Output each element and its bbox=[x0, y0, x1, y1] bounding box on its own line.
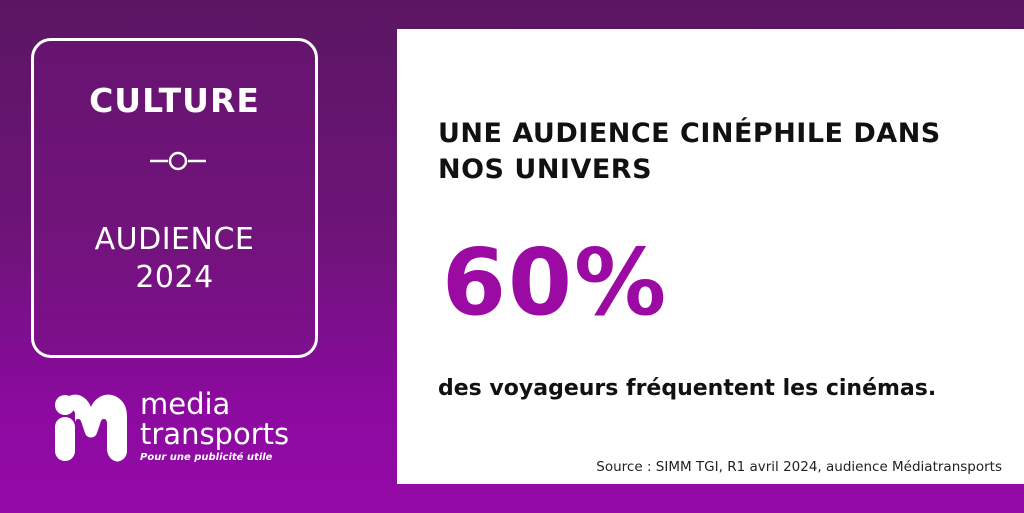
logo-wordmark: media transports bbox=[140, 389, 289, 449]
headline-line-2: NOS UNIVERS bbox=[438, 154, 653, 185]
year-label: 2024 bbox=[135, 260, 214, 295]
stat-value: 60% bbox=[442, 229, 669, 336]
category-badge-frame: CULTURE AUDIENCE 2024 bbox=[31, 38, 318, 358]
logo-tagline: Pour une publicité utile bbox=[140, 452, 273, 463]
stat-description: des voyageurs fréquentent les cinémas. bbox=[438, 376, 937, 401]
statistic-card: UNE AUDIENCE CINÉPHILE DANS NOS UNIVERS … bbox=[397, 29, 1024, 484]
mediatransports-logo-icon bbox=[55, 394, 127, 462]
headline-line-1: UNE AUDIENCE CINÉPHILE DANS bbox=[438, 118, 941, 149]
card-headline: UNE AUDIENCE CINÉPHILE DANS NOS UNIVERS bbox=[438, 116, 998, 188]
audience-label: AUDIENCE bbox=[94, 222, 255, 257]
logo-word-transports: transports bbox=[140, 417, 290, 451]
source-note: Source : SIMM TGI, R1 avril 2024, audien… bbox=[596, 459, 1002, 475]
logo-word-media: media bbox=[140, 387, 231, 421]
divider-circle-icon bbox=[150, 151, 206, 171]
audience-year-label: AUDIENCE 2024 bbox=[34, 221, 315, 297]
category-title: CULTURE bbox=[89, 81, 260, 120]
